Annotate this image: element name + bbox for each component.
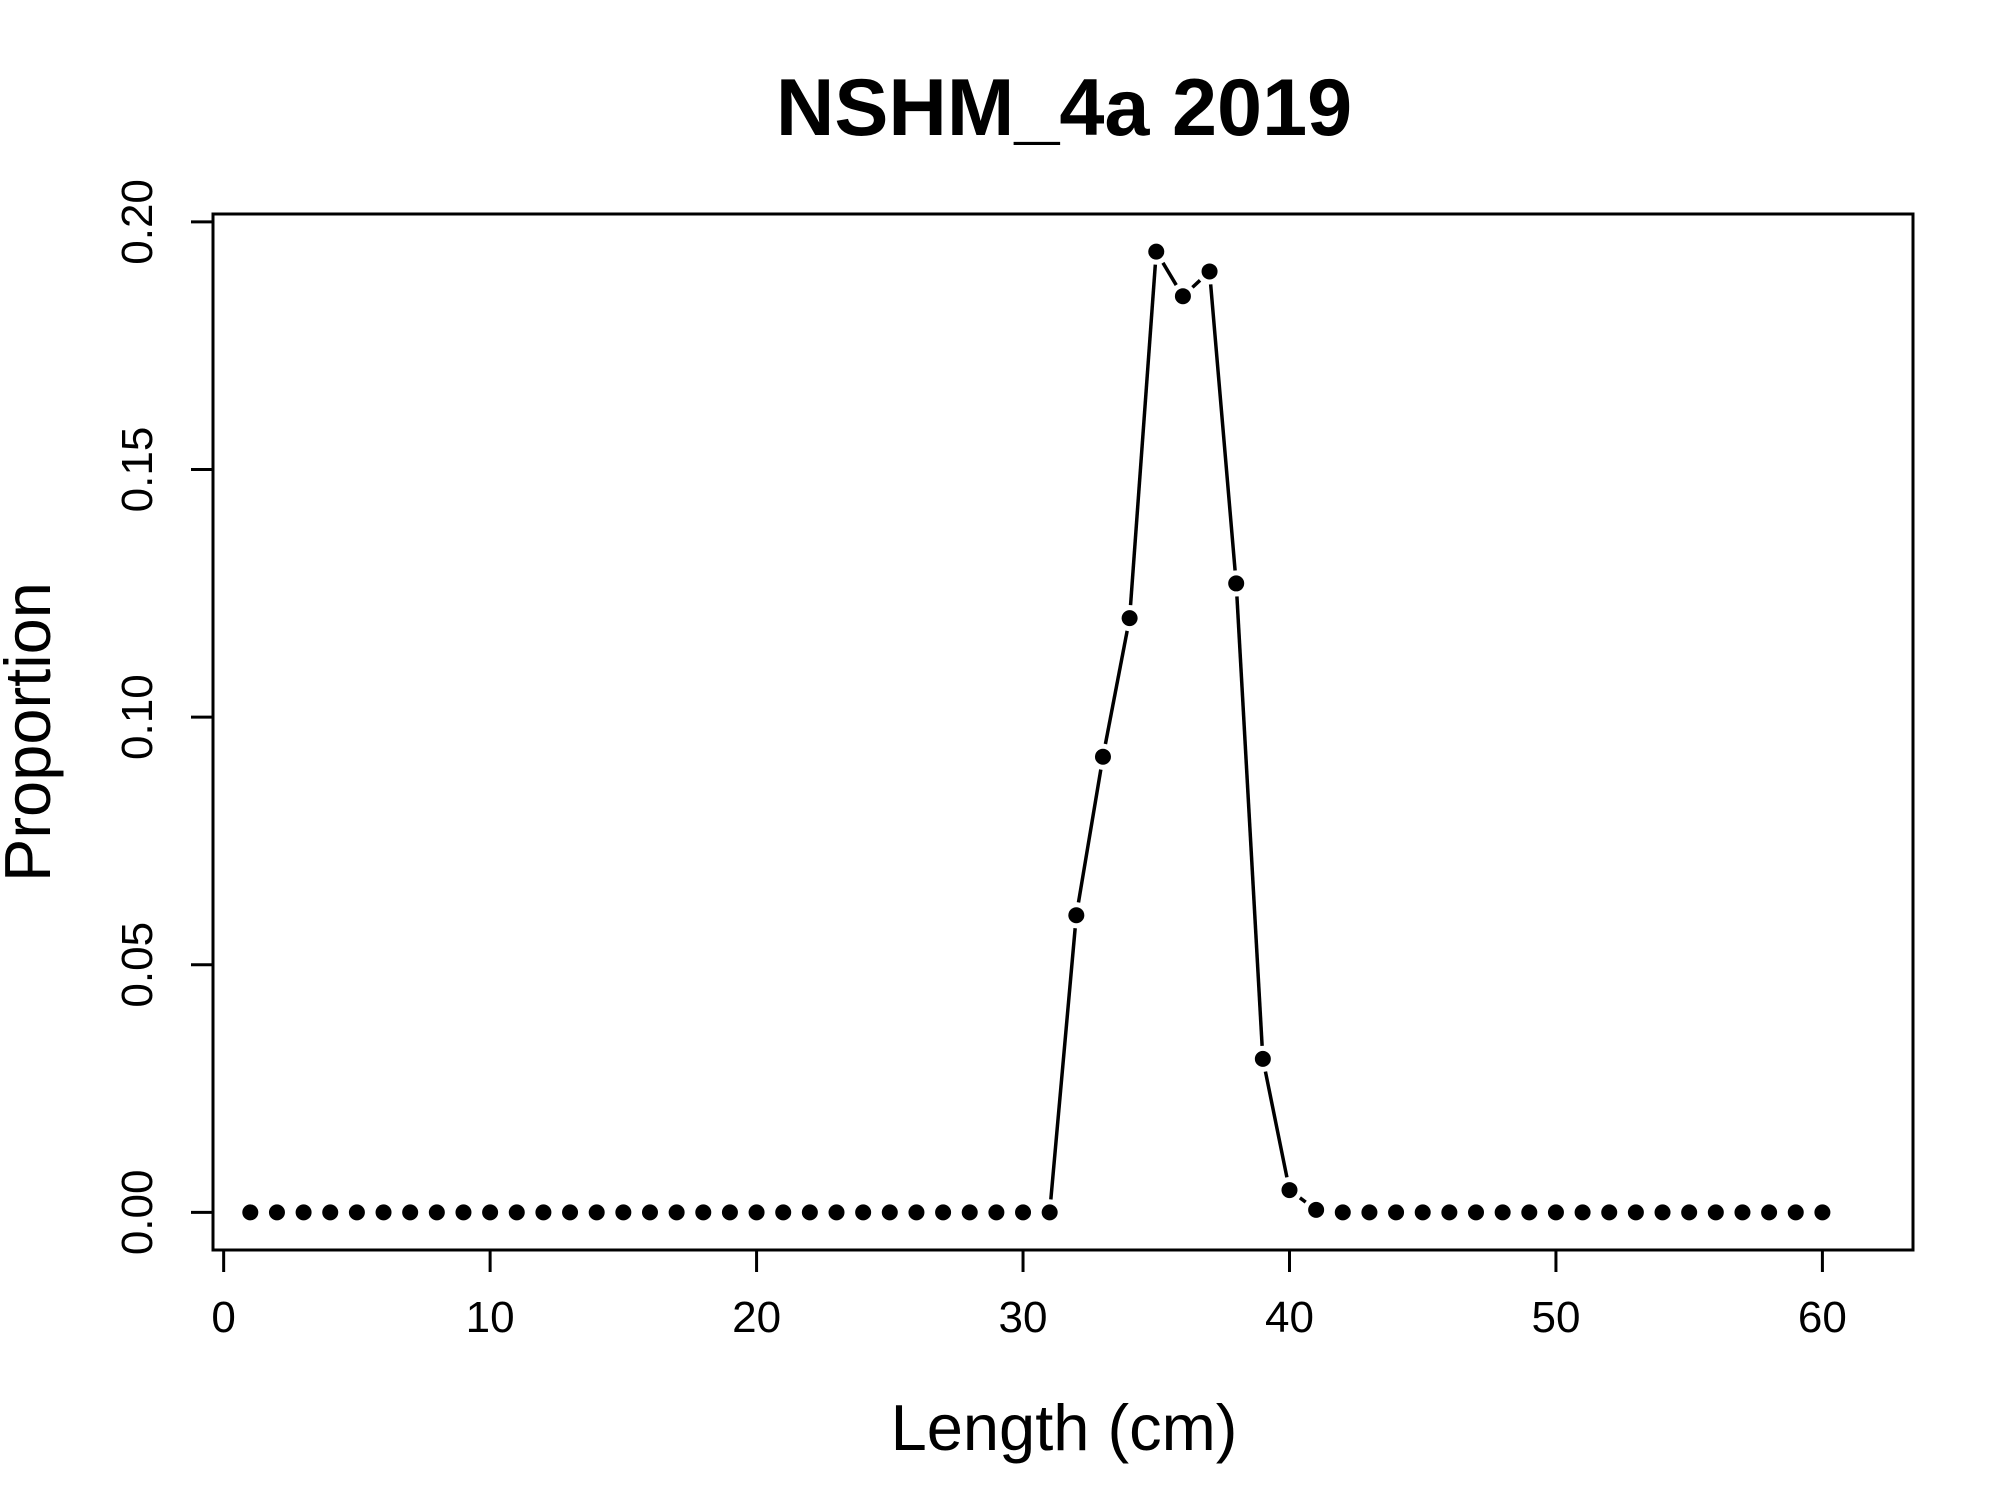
data-point [908,1204,925,1221]
x-tick-label: 0 [211,1293,235,1342]
data-point [268,1204,285,1221]
data-point [1547,1204,1564,1221]
data-point [1734,1204,1751,1221]
data-point [1601,1204,1618,1221]
data-point [1041,1204,1058,1221]
data-point [1494,1204,1511,1221]
x-axis: 0 10 20 30 40 50 60 [211,1248,1847,1342]
data-point [935,1204,952,1221]
x-tick-label: 10 [466,1293,515,1342]
data-point [1441,1204,1458,1221]
data-point [828,1204,845,1221]
data-point [295,1204,312,1221]
chart-title: NSHM_4a 2019 [776,63,1352,153]
data-point [641,1204,658,1221]
line-segment [1076,769,1103,903]
data-point [1761,1204,1778,1221]
y-tick-label: 0.15 [113,427,162,513]
data-point [242,1204,259,1221]
plot-frame [211,212,1915,1252]
data-point [775,1204,792,1221]
data-point [855,1204,872,1221]
data-point [562,1204,579,1221]
data-point [695,1204,712,1221]
line-segment [1263,1071,1289,1178]
y-tick-label: 0.10 [113,674,162,760]
y-axis-label: Proportion [0,582,64,882]
series-points [242,243,1831,1221]
data-point [961,1204,978,1221]
x-tick-label: 40 [1265,1293,1314,1342]
data-point [375,1204,392,1221]
data-point [322,1204,339,1221]
data-point [1228,575,1245,592]
y-tick-label: 0.05 [113,922,162,1008]
data-point [1574,1204,1591,1221]
data-point [1121,610,1138,627]
data-point [1468,1204,1485,1221]
data-point [535,1204,552,1221]
data-point [455,1204,472,1221]
y-axis: 0.00 0.05 0.10 0.15 0.20 [113,179,215,1256]
data-point [1334,1204,1351,1221]
data-point [1681,1204,1698,1221]
x-tick-label: 30 [999,1293,1048,1342]
data-point [482,1204,499,1221]
line-segment [1208,284,1237,571]
data-point [615,1204,632,1221]
data-point [588,1204,605,1221]
line-segment [1128,264,1158,606]
data-point [1627,1204,1644,1221]
line-segment [1161,261,1178,286]
line-segment [1235,596,1264,1046]
line-segment [1103,630,1129,745]
line-segment [1191,279,1202,289]
data-point [1787,1204,1804,1221]
data-point [1654,1204,1671,1221]
data-point [1148,243,1165,260]
y-tick-label: 0.20 [113,179,162,265]
data-point [1094,748,1111,765]
data-point [1308,1201,1325,1218]
data-point [881,1204,898,1221]
data-point [668,1204,685,1221]
data-point [1068,907,1085,924]
data-point [748,1204,765,1221]
data-point [1414,1204,1431,1221]
series-line [1049,261,1307,1204]
line-segment [1298,1196,1307,1204]
data-point [1201,263,1218,280]
data-point [801,1204,818,1221]
x-tick-label: 60 [1798,1293,1847,1342]
line-segment [1049,928,1077,1200]
data-point [1388,1204,1405,1221]
data-point [1707,1204,1724,1221]
data-point [1174,288,1191,305]
data-point [348,1204,365,1221]
x-axis-label: Length (cm) [891,1391,1238,1464]
data-point [988,1204,1005,1221]
data-point [721,1204,738,1221]
data-point [1814,1204,1831,1221]
data-point [428,1204,445,1221]
x-tick-label: 20 [732,1293,781,1342]
data-point [1521,1204,1538,1221]
x-tick-label: 50 [1531,1293,1580,1342]
data-point [1015,1204,1032,1221]
y-tick-label: 0.00 [113,1170,162,1256]
data-point [1281,1182,1298,1199]
data-point [402,1204,419,1221]
data-point [1254,1050,1271,1067]
data-point [1361,1204,1378,1221]
data-point [508,1204,525,1221]
